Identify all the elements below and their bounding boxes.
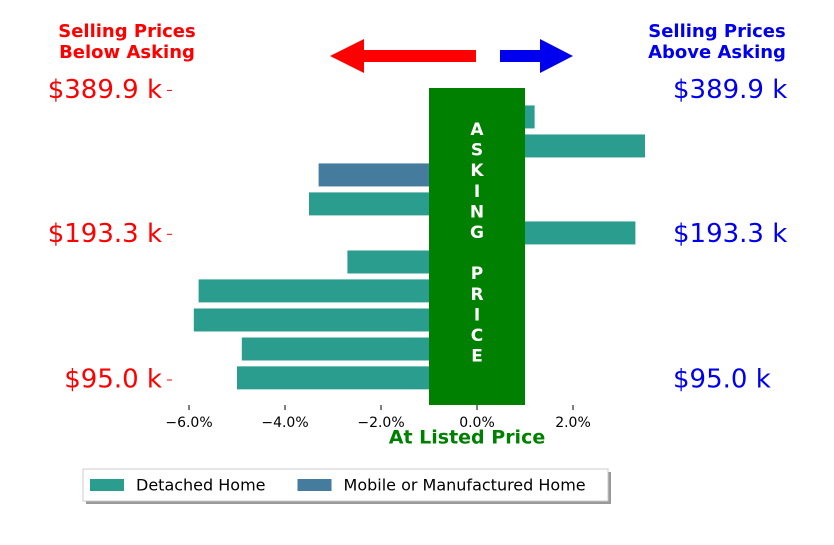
bar xyxy=(193,308,478,332)
legend-label: Detached Home xyxy=(136,476,266,495)
bar xyxy=(237,366,477,390)
left-note: Selling Prices xyxy=(58,21,195,42)
y-tick-label: $95.0 k xyxy=(64,365,162,395)
legend-swatch xyxy=(297,479,332,491)
x-tick-label: 0.0% xyxy=(459,415,495,431)
x-tick-label: 2.0% xyxy=(555,415,591,431)
bar xyxy=(198,279,477,303)
legend: Detached Home Mobile or Manufactured Home xyxy=(82,468,611,504)
y2-tick-label: $193.3 k xyxy=(673,219,787,249)
right-arrow xyxy=(500,39,573,73)
bar xyxy=(241,337,477,361)
y2-tick-label: $95.0 k xyxy=(673,365,771,395)
left-arrow xyxy=(330,39,476,73)
right-note: Selling Prices xyxy=(648,21,785,42)
x-tick-label: −4.0% xyxy=(261,415,308,431)
x-tick-label: −2.0% xyxy=(357,415,404,431)
y-tick-label: $193.3 k xyxy=(48,219,162,249)
asking-band xyxy=(429,88,525,405)
legend-box xyxy=(82,468,609,502)
x-axis-label: At Listed Price xyxy=(389,427,545,449)
legend-swatch xyxy=(90,479,124,491)
y2-tick-label: $389.9 k xyxy=(673,75,787,105)
right-note: Above Asking xyxy=(648,42,786,63)
x-tick-label: −6.0% xyxy=(165,415,212,431)
legend-label: Mobile or Manufactured Home xyxy=(344,476,586,495)
y-tick-label: $389.9 k xyxy=(48,75,162,105)
left-note: Below Asking xyxy=(59,42,195,63)
